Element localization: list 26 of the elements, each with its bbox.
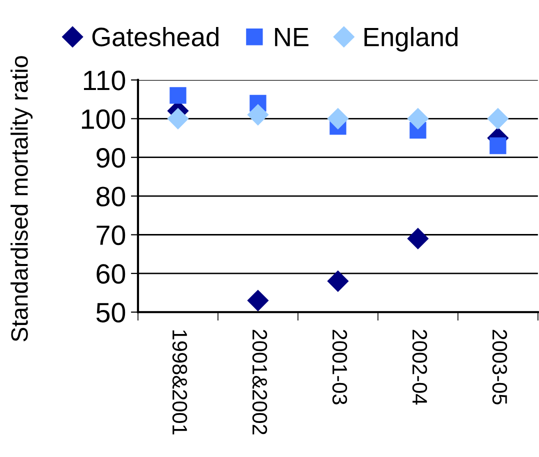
legend-label: NE <box>275 28 308 46</box>
legend-label: England <box>364 26 458 52</box>
x-tick-label: 2001&2002 <box>252 330 268 434</box>
point <box>327 270 348 292</box>
point <box>407 108 428 130</box>
point <box>167 108 188 130</box>
y-tick-label: 110 <box>84 70 126 90</box>
point <box>487 108 508 130</box>
y-tick-label: 80 <box>96 186 126 206</box>
point <box>327 108 348 130</box>
legend-label: Gateshead <box>92 26 218 46</box>
y-tick-label: 60 <box>96 264 126 284</box>
point <box>407 228 428 250</box>
x-tick-label: 2003-05 <box>492 330 508 404</box>
y-tick-label: 90 <box>96 148 126 168</box>
y-axis-title: Standardised mortality ratio <box>10 56 33 342</box>
point <box>170 87 186 104</box>
x-tick-label: 2002-04 <box>412 330 428 405</box>
y-tick-label: 50 <box>96 302 126 322</box>
x-tick-label: 2001-03 <box>332 330 348 404</box>
point <box>247 290 268 312</box>
point <box>490 137 506 154</box>
x-tick-label: 1998&2001 <box>172 330 188 434</box>
point <box>247 104 268 126</box>
y-tick-label: 70 <box>96 225 126 246</box>
y-tick-label: 100 <box>82 109 126 130</box>
